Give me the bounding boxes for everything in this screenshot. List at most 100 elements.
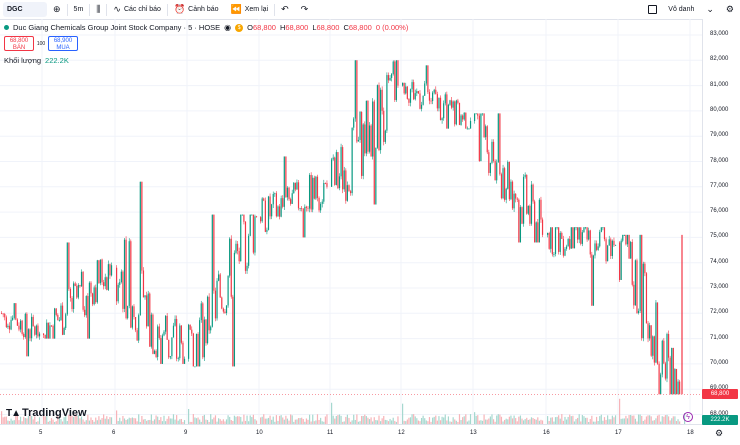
volume-bar xyxy=(594,421,596,424)
volume-bar xyxy=(614,415,617,424)
time-axis[interactable]: 5 6 9 10 11 12 13 16 17 18 xyxy=(0,424,702,445)
volume-bar xyxy=(466,421,468,424)
symbol-title[interactable]: Duc Giang Chemicals Group Joint Stock Co… xyxy=(13,23,221,32)
dividend-icon[interactable]: $ xyxy=(235,23,244,32)
volume-bar xyxy=(551,417,553,424)
volume-bar xyxy=(91,419,94,424)
candle-body xyxy=(233,252,236,367)
volume-bars xyxy=(1,398,686,424)
time-tick-label: 10 xyxy=(256,430,263,436)
ohlc-high: H68,800 xyxy=(279,23,309,32)
candle-body xyxy=(475,113,477,115)
volume-bar xyxy=(163,415,165,424)
layout-menu-button[interactable]: ⌄ xyxy=(700,0,720,19)
tradingview-logo[interactable]: T▲ TradingView xyxy=(6,407,87,419)
candle-body xyxy=(447,104,450,129)
candle-body xyxy=(183,358,186,364)
buy-button[interactable]: 68,900 MUA xyxy=(48,36,78,51)
volume-bar xyxy=(321,421,323,424)
candle-body xyxy=(567,239,569,247)
volume-bar xyxy=(230,420,232,424)
volume-bar xyxy=(402,403,404,424)
volume-bar xyxy=(666,414,668,424)
candle-body xyxy=(610,239,612,256)
indicators-label: Các chỉ báo xyxy=(123,6,161,13)
volume-bar xyxy=(146,420,148,424)
volume-bar xyxy=(65,414,67,424)
candle-body xyxy=(384,130,386,142)
candle-body xyxy=(291,193,293,204)
eye-icon[interactable]: ◉ xyxy=(224,23,232,32)
candle-body xyxy=(457,100,459,103)
candle-body xyxy=(417,91,419,94)
volume-bar xyxy=(573,421,576,424)
candle-body xyxy=(588,230,590,240)
volume-bar xyxy=(294,419,296,424)
chart-settings-gear-icon[interactable]: ⚙ xyxy=(715,428,724,438)
volume-bar xyxy=(540,419,542,424)
alert-button[interactable]: ⏰ Cảnh báo xyxy=(168,0,225,19)
volume-bar xyxy=(133,418,135,424)
volume-bar xyxy=(443,417,445,424)
candle-body xyxy=(361,111,363,176)
tradingview-wordmark: TradingView xyxy=(22,407,87,419)
settings-button[interactable]: ⚙ xyxy=(720,0,740,19)
candle-body xyxy=(538,199,540,243)
time-tick-label: 9 xyxy=(184,430,188,436)
chart-type-button[interactable]: ⫼ xyxy=(90,0,106,19)
candle-body xyxy=(515,193,517,199)
symbol-search[interactable]: DGC xyxy=(3,2,47,17)
indicators-button[interactable]: ∿ Các chỉ báo xyxy=(107,0,167,19)
candle-body xyxy=(411,82,413,90)
volume-bar xyxy=(283,419,285,424)
lightning-icon[interactable]: ϟ xyxy=(683,412,693,422)
candles-icon: ⫼ xyxy=(96,4,101,14)
time-tick-label: 5 xyxy=(39,430,43,436)
volume-bar xyxy=(455,420,457,424)
candle-body xyxy=(235,243,237,253)
volume-bar xyxy=(417,420,419,424)
candle-body xyxy=(21,320,23,334)
volume-bar xyxy=(278,415,281,424)
candle-body xyxy=(441,118,443,121)
volume-bar xyxy=(535,419,537,424)
volume-bar xyxy=(313,421,315,424)
volume-bar xyxy=(591,415,593,424)
layout-button[interactable]: Vô danh xyxy=(642,0,700,19)
sell-button[interactable]: 68,800 BÁN xyxy=(4,36,34,51)
time-tick-label: 13 xyxy=(470,430,477,436)
volume-bar xyxy=(534,419,536,424)
interval-button[interactable]: 5m xyxy=(73,6,84,13)
candle-body xyxy=(88,282,91,339)
candle-body xyxy=(96,260,98,303)
add-symbol-button[interactable]: ⊕ xyxy=(47,0,67,19)
volume-bar xyxy=(572,415,574,424)
replay-button[interactable]: ⏪ Xem lại xyxy=(225,0,275,19)
volume-bar xyxy=(478,420,480,424)
candle-body xyxy=(331,159,333,187)
price-axis[interactable]: 83,000 82,000 81,000 80,000 79,000 78,000 77,0… xyxy=(702,19,740,424)
volume-bar xyxy=(611,415,613,424)
candle-body xyxy=(435,89,437,95)
volume-bar xyxy=(219,419,221,424)
candle-body xyxy=(436,94,438,109)
volume-legend[interactable]: Khối lượng 222.2K xyxy=(4,56,69,65)
candle-body xyxy=(368,125,371,152)
volume-bar xyxy=(580,421,582,424)
volume-bar xyxy=(297,418,300,424)
candle-body xyxy=(559,232,561,252)
volume-bar xyxy=(203,414,205,424)
undo-button[interactable]: ↶ xyxy=(275,0,295,19)
price-chart[interactable] xyxy=(0,19,702,424)
volume-bar xyxy=(46,415,48,424)
volume-bar xyxy=(625,415,627,424)
volume-bar xyxy=(180,418,182,424)
volume-bar xyxy=(510,415,512,424)
redo-button[interactable]: ↷ xyxy=(295,0,315,19)
volume-bar xyxy=(68,414,70,424)
volume-bar xyxy=(85,420,87,424)
volume-bar xyxy=(343,421,345,424)
candle-body xyxy=(619,242,621,280)
candle-body xyxy=(541,219,544,235)
candle-body xyxy=(35,325,37,335)
